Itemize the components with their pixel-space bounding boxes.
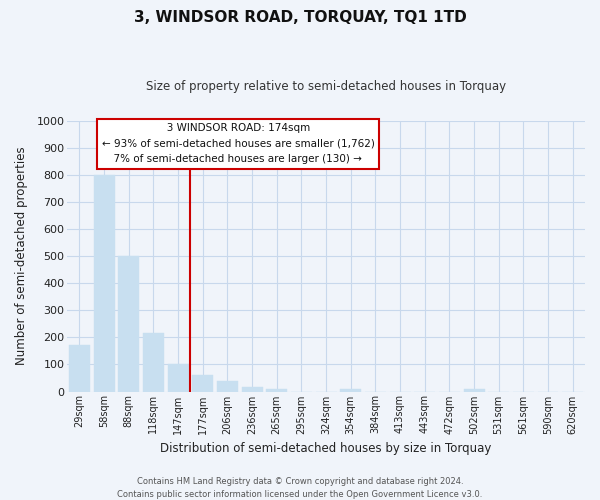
Text: 3 WINDSOR ROAD: 174sqm   
← 93% of semi-detached houses are smaller (1,762)
  7%: 3 WINDSOR ROAD: 174sqm ← 93% of semi-det…: [101, 124, 374, 164]
Bar: [340, 390, 361, 392]
Title: Size of property relative to semi-detached houses in Torquay: Size of property relative to semi-detach…: [146, 80, 506, 93]
Bar: [464, 389, 485, 392]
Bar: [217, 380, 238, 392]
Bar: [118, 256, 139, 392]
Bar: [143, 334, 164, 392]
Y-axis label: Number of semi-detached properties: Number of semi-detached properties: [15, 146, 28, 366]
Bar: [242, 386, 263, 392]
Bar: [94, 174, 115, 392]
Bar: [167, 364, 188, 392]
Bar: [192, 376, 213, 392]
X-axis label: Distribution of semi-detached houses by size in Torquay: Distribution of semi-detached houses by …: [160, 442, 492, 455]
Bar: [266, 389, 287, 392]
Bar: [69, 346, 90, 392]
Text: Contains HM Land Registry data © Crown copyright and database right 2024.
Contai: Contains HM Land Registry data © Crown c…: [118, 478, 482, 499]
Text: 3, WINDSOR ROAD, TORQUAY, TQ1 1TD: 3, WINDSOR ROAD, TORQUAY, TQ1 1TD: [134, 10, 466, 25]
